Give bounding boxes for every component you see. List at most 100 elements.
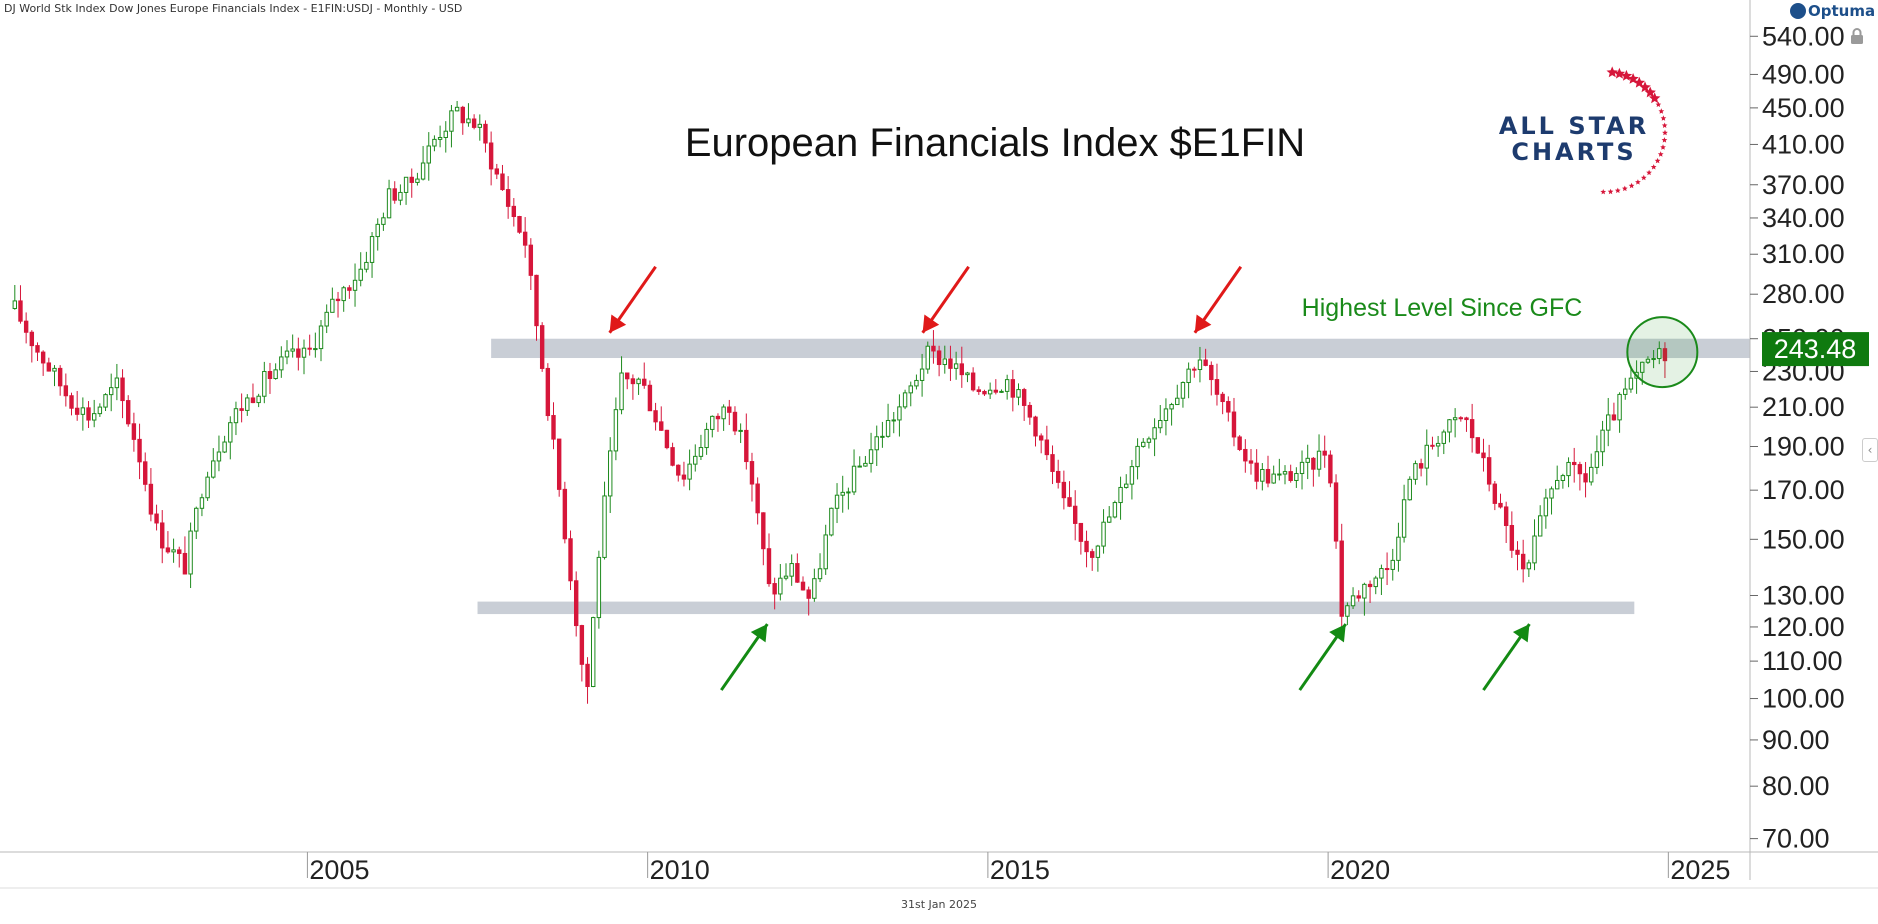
resistance-band — [491, 338, 1750, 359]
candle — [681, 461, 687, 487]
arrow-icon — [1482, 623, 1531, 691]
candle-body — [897, 406, 902, 421]
candle — [1220, 391, 1225, 415]
candle — [488, 131, 494, 186]
candle — [1152, 418, 1157, 457]
candle — [35, 342, 40, 362]
candle-body — [398, 191, 403, 201]
candle — [551, 402, 556, 450]
candle — [341, 285, 346, 312]
candle-body — [568, 538, 573, 582]
candle-body — [1112, 502, 1118, 518]
candle — [885, 403, 891, 438]
candle — [466, 103, 471, 127]
candle — [386, 179, 392, 219]
candle-body — [290, 348, 295, 352]
lock-icon[interactable] — [1850, 27, 1864, 45]
candle-body — [301, 347, 307, 358]
candle — [18, 285, 23, 324]
candle — [1572, 447, 1577, 483]
candle — [1481, 438, 1486, 472]
candle-body — [1305, 457, 1310, 463]
candle-body — [942, 358, 947, 366]
candle — [69, 392, 74, 416]
candle-body — [710, 415, 715, 430]
candle-body — [829, 507, 834, 536]
candle — [494, 163, 500, 180]
candle — [1486, 444, 1492, 492]
candle — [710, 415, 715, 438]
candle — [477, 114, 482, 141]
candle — [1651, 350, 1656, 369]
candle — [182, 536, 188, 575]
candle-body — [602, 495, 607, 558]
candle — [789, 554, 794, 586]
candle-body — [1583, 473, 1588, 483]
candle-body — [86, 407, 91, 421]
candle — [1356, 590, 1361, 602]
candle — [976, 386, 982, 395]
candle — [545, 363, 551, 421]
candle-body — [613, 409, 619, 452]
candle — [1418, 458, 1424, 477]
optuma-brand: Optuma — [1790, 2, 1875, 20]
candle — [942, 345, 947, 374]
candle — [1379, 564, 1384, 596]
candle — [1260, 463, 1265, 491]
candle-body — [676, 464, 681, 476]
candle-body — [1628, 377, 1634, 390]
candle-body — [1333, 482, 1339, 542]
candle — [715, 413, 721, 432]
candle-body — [539, 325, 545, 369]
candle-body — [1413, 463, 1418, 480]
candle — [1305, 444, 1310, 480]
candle — [925, 341, 930, 374]
y-tick-label: 190.00 — [1762, 431, 1845, 461]
touch-arrows — [608, 265, 1531, 691]
candle — [1469, 403, 1475, 453]
candle-body — [1265, 468, 1271, 484]
candle-body — [256, 395, 261, 404]
candle — [324, 304, 329, 334]
candle-body — [358, 268, 363, 281]
candle — [1090, 548, 1095, 571]
candle-body — [948, 358, 953, 369]
candle-body — [846, 491, 851, 494]
candle-body — [160, 522, 165, 549]
candle — [1248, 448, 1254, 475]
candle-body — [194, 507, 199, 532]
candle — [1271, 465, 1276, 484]
candle — [647, 380, 653, 412]
candle-body — [936, 350, 942, 366]
candle — [1452, 408, 1458, 438]
candle-body — [188, 530, 193, 575]
candle — [91, 399, 97, 428]
candle-body — [1486, 457, 1492, 485]
logo-star-ring — [1600, 66, 1668, 195]
candle-body — [386, 188, 392, 219]
candle — [1549, 486, 1554, 515]
y-tick-label: 170.00 — [1762, 475, 1845, 505]
candle — [160, 510, 165, 564]
candle — [812, 568, 817, 602]
candle-body — [1611, 414, 1617, 421]
candle — [313, 332, 318, 358]
candle — [1226, 396, 1231, 422]
candle — [409, 168, 414, 198]
logo-star — [1639, 81, 1651, 93]
candle — [517, 215, 522, 234]
candle — [1492, 480, 1498, 511]
candle-body — [1441, 431, 1446, 444]
candle — [1350, 587, 1356, 610]
candle-body — [330, 298, 335, 313]
candle — [1475, 437, 1481, 454]
candle-body — [1560, 475, 1566, 481]
candle-body — [868, 449, 874, 464]
candle — [914, 374, 919, 390]
candle — [97, 403, 103, 417]
candle-body — [800, 581, 806, 591]
logo-star — [1650, 164, 1657, 170]
candle — [23, 312, 29, 344]
candle-body — [1452, 417, 1458, 421]
candle-body — [69, 395, 74, 409]
